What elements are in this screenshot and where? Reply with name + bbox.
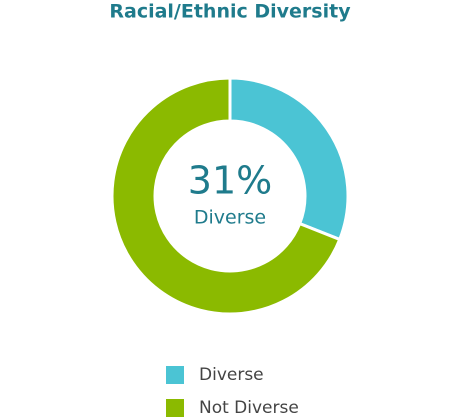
legend-swatch: [166, 399, 184, 417]
legend-label: Diverse: [199, 365, 264, 385]
center-value-label: 31%: [188, 159, 272, 203]
donut-slice: [228, 76, 350, 242]
legend-swatch: [166, 366, 184, 384]
donut-slice: [110, 76, 342, 316]
legend-label: Not Diverse: [199, 398, 299, 418]
chart-title: Racial/Ethnic Diversity: [109, 1, 351, 23]
center-category-label: Diverse: [194, 207, 266, 229]
